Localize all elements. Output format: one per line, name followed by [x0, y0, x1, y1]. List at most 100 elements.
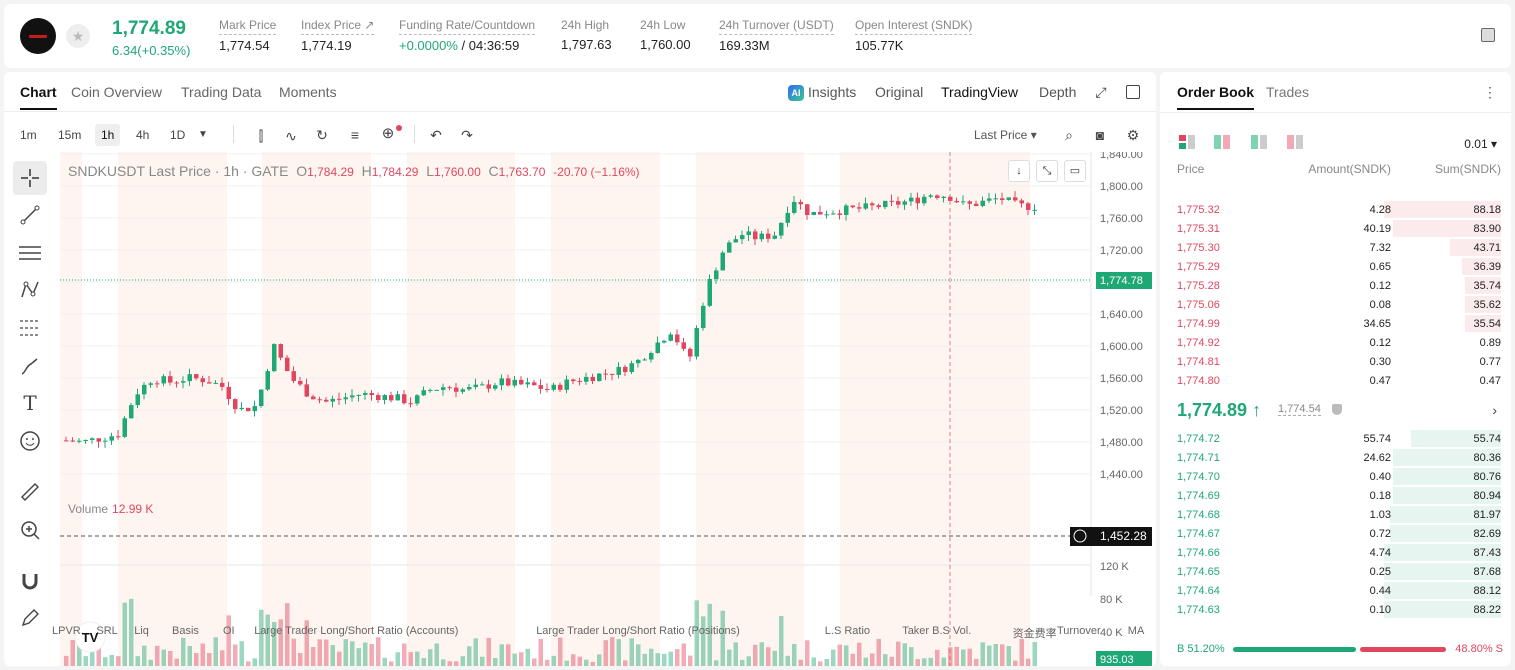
templates-icon[interactable]: ≡: [350, 127, 360, 143]
indicator-basis[interactable]: Basis: [172, 625, 199, 637]
tab-moments[interactable]: Moments: [279, 84, 337, 100]
view-depth[interactable]: Depth: [1039, 84, 1077, 100]
indicator-large-trader-long-short-ratio-positions-[interactable]: Large Trader Long/Short Ratio (Positions…: [536, 625, 740, 637]
tick-size-select[interactable]: 0.01 ▾: [1464, 137, 1497, 151]
bid-row[interactable]: 1,774.68 1.03 81.97: [1160, 505, 1511, 524]
bid-row[interactable]: 1,774.64 0.44 88.12: [1160, 581, 1511, 600]
indicators-icon[interactable]: ∿: [285, 128, 297, 144]
view-original[interactable]: Original: [875, 84, 924, 100]
view-insights[interactable]: AI Insights: [788, 84, 856, 102]
text-tool-icon[interactable]: T: [23, 391, 37, 415]
tab-trades[interactable]: Trades: [1266, 84, 1310, 100]
volume-bar: [961, 649, 966, 666]
indicator-taker-b-s-vol-[interactable]: Taker B.S Vol.: [902, 625, 972, 637]
tab-coin-overview[interactable]: Coin Overview: [71, 84, 163, 100]
tab-chart[interactable]: Chart: [20, 84, 57, 110]
depth-bar: [1384, 201, 1501, 218]
layout-asks-only-icon[interactable]: [1287, 135, 1303, 149]
layout-both-icon[interactable]: [1179, 135, 1195, 149]
bid-row[interactable]: 1,774.70 0.40 80.76: [1160, 467, 1511, 486]
volume-bar: [382, 657, 387, 666]
view-tradingview[interactable]: TradingView: [941, 84, 1019, 100]
maximize-icon[interactable]: ▭: [1064, 160, 1086, 182]
horizontal-lines-tool-icon[interactable]: [13, 236, 47, 270]
redo-icon[interactable]: ↷: [461, 127, 473, 143]
ask-row[interactable]: 1,775.30 7.32 43.71: [1160, 238, 1511, 257]
pattern-tool-icon[interactable]: [13, 273, 47, 307]
mark-price-stat[interactable]: Mark Price 1,774.54: [219, 18, 277, 53]
favorite-star-icon[interactable]: ★: [66, 24, 90, 48]
layout-bids-only-icon[interactable]: [1251, 135, 1267, 149]
interval-15m[interactable]: 15m: [58, 128, 82, 142]
ask-row[interactable]: 1,775.06 0.08 35.62: [1160, 295, 1511, 314]
interval-4h[interactable]: 4h: [136, 128, 150, 142]
pencil-tool-icon[interactable]: [13, 601, 47, 635]
bid-row[interactable]: 1,774.65 0.25 87.68: [1160, 562, 1511, 581]
bid-row[interactable]: 1,774.69 0.18 80.94: [1160, 486, 1511, 505]
ruler-tool-icon[interactable]: [13, 475, 47, 509]
bid-row[interactable]: 1,774.63 0.10 88.22: [1160, 600, 1511, 619]
undo-icon[interactable]: ↶: [430, 127, 442, 143]
interval-dropdown-icon[interactable]: ▼: [198, 129, 208, 140]
expand-icon[interactable]: ⤢: [1095, 84, 1107, 100]
price-type-select[interactable]: Last Price ▾: [974, 128, 1037, 142]
ask-row[interactable]: 1,774.80 0.47 0.47: [1160, 371, 1511, 390]
search-icon[interactable]: ⌕: [1065, 127, 1073, 143]
bid-row[interactable]: 1,774.66 4.74 87.43: [1160, 543, 1511, 562]
emoji-tool-icon[interactable]: [13, 424, 47, 458]
more-options-icon[interactable]: ⋮: [1483, 84, 1497, 100]
scroll-down-icon[interactable]: ↓: [1008, 160, 1030, 182]
crosshair-tool-icon[interactable]: [13, 161, 47, 195]
ask-row[interactable]: 1,775.28 0.12 35.74: [1160, 276, 1511, 295]
indicator-ma[interactable]: MA: [1127, 625, 1145, 637]
indicator-l-s-ratio[interactable]: L.S Ratio: [824, 625, 871, 637]
collapse-icon[interactable]: ⤡: [1036, 160, 1058, 182]
candle-body: [649, 353, 654, 360]
ask-row[interactable]: 1,774.99 34.65 35.54: [1160, 314, 1511, 333]
brush-tool-icon[interactable]: [13, 349, 47, 383]
magnet-tool-icon[interactable]: [13, 564, 47, 598]
open-interest-stat[interactable]: Open Interest (SNDK) 105.77K: [855, 18, 973, 53]
camera-icon[interactable]: ◙: [1095, 127, 1105, 143]
settings-icon[interactable]: ⚙: [1126, 127, 1140, 143]
funding-rate-stat[interactable]: Funding Rate/Countdown +0.0000% / 04:36:5…: [399, 18, 536, 53]
ask-row[interactable]: 1,774.81 0.30 0.77: [1160, 352, 1511, 371]
interval-1h[interactable]: 1h: [95, 124, 121, 146]
indicator-lpvr[interactable]: LPVR: [52, 625, 81, 637]
candle-type-icon[interactable]: ⫿: [258, 128, 264, 144]
layout-bids-icon[interactable]: [1214, 135, 1230, 149]
candlestick-chart[interactable]: 1,840.001,800.001,760.001,720.001,680.00…: [60, 152, 1156, 666]
ask-row[interactable]: 1,774.92 0.12 0.89: [1160, 333, 1511, 352]
interval-1d[interactable]: 1D: [170, 128, 186, 142]
trend-line-tool-icon[interactable]: [13, 198, 47, 232]
ask-row[interactable]: 1,775.29 0.65 36.39: [1160, 257, 1511, 276]
index-price-stat[interactable]: Index Price ↗ 1,774.19: [301, 18, 375, 53]
bid-row[interactable]: 1,774.67 0.72 82.69: [1160, 524, 1511, 543]
chevron-right-icon[interactable]: ›: [1492, 402, 1497, 418]
fib-tool-icon[interactable]: [13, 311, 47, 345]
refresh-icon[interactable]: ↻: [316, 127, 328, 143]
ask-row[interactable]: 1,775.32 4.28 88.18: [1160, 200, 1511, 219]
indicator-oi[interactable]: OI: [223, 625, 235, 637]
add-indicator-icon[interactable]: ⊕: [381, 125, 395, 142]
tab-trading-data[interactable]: Trading Data: [181, 84, 262, 100]
indicator-large-trader-long-short-ratio-accounts-[interactable]: Large Trader Long/Short Ratio (Accounts): [254, 625, 459, 637]
document-icon[interactable]: [1481, 28, 1495, 42]
volume-bar: [304, 620, 309, 666]
volume-bar: [636, 644, 641, 666]
volume-bar: [311, 646, 316, 666]
ask-row[interactable]: 1,775.31 40.19 83.90: [1160, 219, 1511, 238]
fullscreen-icon[interactable]: [1126, 85, 1140, 99]
ai-icon: AI: [788, 85, 804, 102]
indicator-next-icon[interactable]: ›: [1052, 625, 1056, 637]
zoom-tool-icon[interactable]: [13, 513, 47, 547]
indicator-turnover[interactable]: Turnover: [1057, 625, 1101, 637]
indicator-srl[interactable]: SRL: [96, 625, 118, 637]
indicator--[interactable]: 资金费率: [1012, 628, 1057, 640]
indicator-liq[interactable]: Liq: [134, 625, 149, 637]
bid-row[interactable]: 1,774.72 55.74 55.74: [1160, 429, 1511, 448]
interval-1m[interactable]: 1m: [20, 128, 37, 142]
bid-row[interactable]: 1,774.71 24.62 80.36: [1160, 448, 1511, 467]
tab-order-book[interactable]: Order Book: [1177, 84, 1255, 110]
turnover-stat[interactable]: 24h Turnover (USDT) 169.33M: [719, 18, 834, 53]
